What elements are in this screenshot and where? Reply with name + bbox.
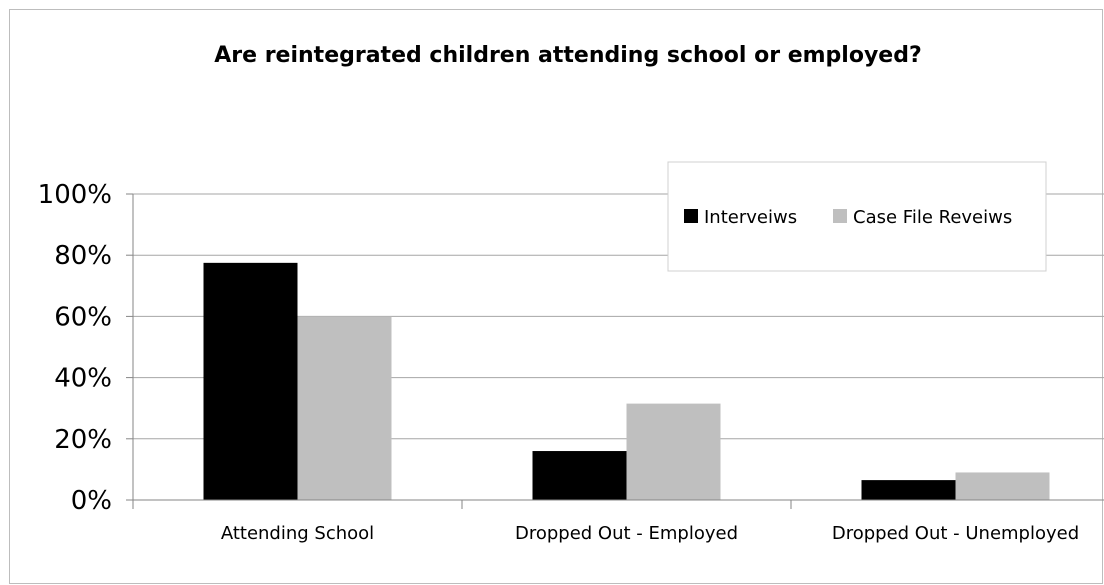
legend-label: Case File Reveiws [853, 207, 1012, 228]
legend-label: Interveiws [704, 207, 797, 228]
bar-case-file-reviews [626, 403, 721, 500]
legend-swatch [833, 209, 847, 223]
bars [203, 262, 1050, 500]
bar-interviews [532, 451, 627, 500]
y-tick-label: 100% [38, 180, 112, 210]
legend: Interveiws Case File Reveiws [667, 161, 1047, 272]
chart-title: Are reintegrated children attending scho… [214, 43, 921, 68]
y-tick-label: 20% [54, 425, 112, 455]
x-tick-label: Attending School [221, 523, 374, 544]
y-tick-label: 0% [71, 486, 112, 516]
bar-case-file-reviews [955, 472, 1050, 500]
bar-interviews [861, 480, 956, 500]
y-tick-label: 60% [54, 302, 112, 332]
bar-case-file-reviews [297, 316, 392, 500]
legend-swatch [684, 209, 698, 223]
axes: 0% 20% 40% 60% 80% 100% Attending School Droppe… [38, 180, 1104, 544]
y-tick-label: 40% [54, 364, 112, 394]
y-tick-label: 80% [54, 241, 112, 271]
legend-box [667, 161, 1047, 272]
x-tick-label: Dropped Out - Unemployed [832, 523, 1079, 544]
bar-interviews [203, 262, 298, 500]
x-tick-label: Dropped Out - Employed [515, 523, 738, 544]
